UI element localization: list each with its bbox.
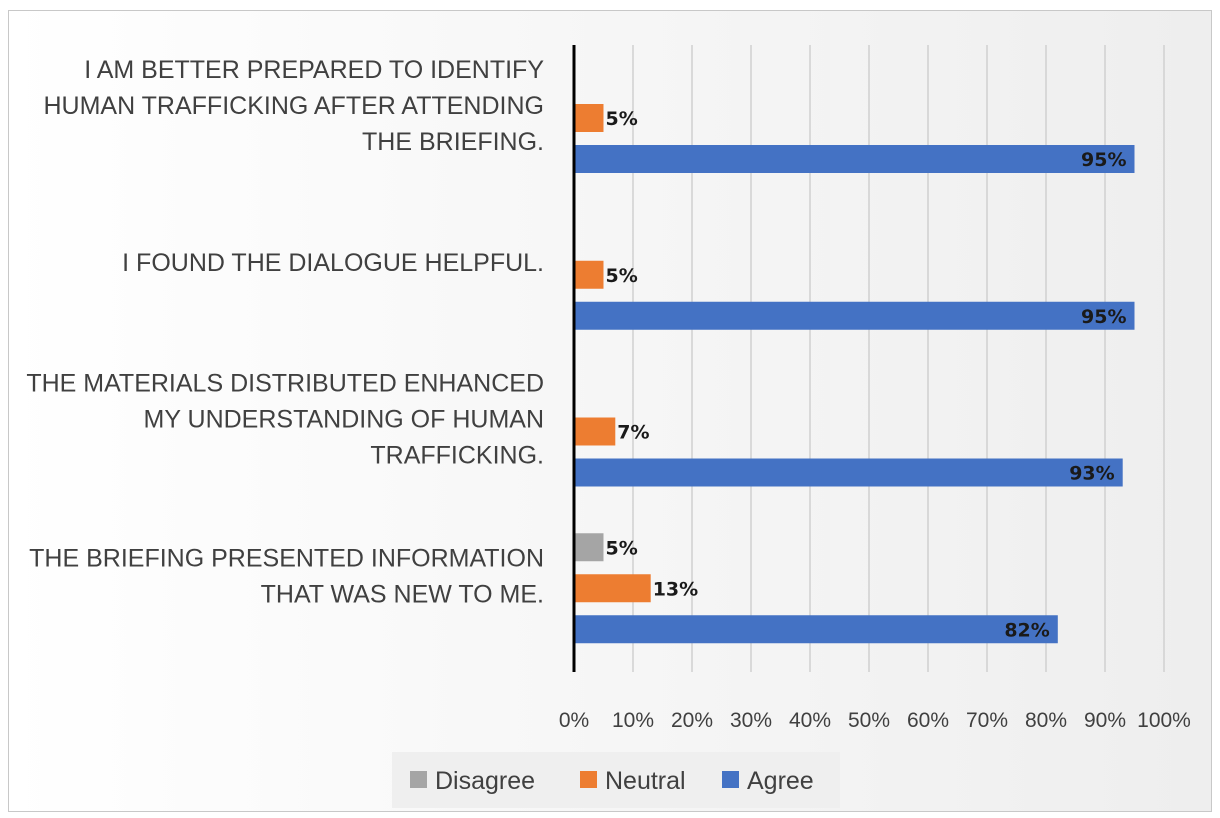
data-label: 82% bbox=[1004, 619, 1049, 641]
legend-swatch bbox=[410, 771, 427, 788]
legend-label: Disagree bbox=[435, 767, 535, 795]
x-tick-label: 40% bbox=[789, 709, 831, 732]
bars bbox=[574, 104, 1135, 644]
x-tick-label: 0% bbox=[559, 709, 589, 732]
category-label: I FOUND THE DIALOGUE HELPFUL. bbox=[122, 249, 544, 277]
x-axis-ticks: 0% 10% 20% 30% 40% 50% 60% 70% 80% 90% 100% bbox=[559, 709, 1191, 732]
category-label: THE MATERIALS DISTRIBUTED ENHANCED bbox=[26, 370, 544, 398]
legend-box bbox=[392, 752, 840, 808]
legend-label: Agree bbox=[747, 767, 814, 795]
data-label: 13% bbox=[653, 578, 698, 600]
data-label: 95% bbox=[1081, 149, 1126, 171]
category-label: TRAFFICKING. bbox=[370, 442, 544, 470]
category-labels: I AM BETTER PREPARED TO IDENTIFY HUMAN TR… bbox=[26, 56, 544, 608]
data-labels: 5% 95% 5% 95% 7% 93% 5% 13% 82% bbox=[606, 108, 1127, 641]
gridlines bbox=[632, 45, 1165, 672]
data-label: 5% bbox=[606, 108, 638, 130]
x-tick-label: 30% bbox=[730, 709, 772, 732]
bar-agree bbox=[574, 615, 1058, 644]
bar-neutral bbox=[574, 104, 604, 132]
x-tick-label: 80% bbox=[1025, 709, 1067, 732]
chart-frame bbox=[8, 10, 1212, 812]
x-tick-label: 70% bbox=[966, 709, 1008, 732]
category-label: MY UNDERSTANDING OF HUMAN bbox=[144, 406, 544, 434]
data-label: 5% bbox=[606, 537, 638, 559]
x-tick-label: 90% bbox=[1084, 709, 1126, 732]
category-label: THE BRIEFING. bbox=[362, 128, 544, 156]
data-label: 95% bbox=[1081, 306, 1126, 328]
category-label: THAT WAS NEW TO ME. bbox=[261, 580, 544, 608]
x-tick-label: 20% bbox=[671, 709, 713, 732]
x-tick-label: 100% bbox=[1137, 709, 1191, 732]
bar-neutral bbox=[574, 574, 651, 603]
bar-neutral bbox=[574, 260, 604, 289]
legend-swatch bbox=[580, 771, 597, 788]
legend-label: Neutral bbox=[605, 767, 686, 795]
category-label: THE BRIEFING PRESENTED INFORMATION bbox=[29, 544, 544, 572]
data-label: 5% bbox=[606, 265, 638, 287]
bar-neutral bbox=[574, 417, 616, 446]
x-tick-label: 10% bbox=[612, 709, 654, 732]
bar-agree bbox=[574, 301, 1135, 330]
bar-agree bbox=[574, 458, 1123, 487]
data-label: 93% bbox=[1069, 463, 1114, 485]
data-label: 7% bbox=[617, 422, 649, 444]
legend: Disagree Neutral Agree bbox=[392, 752, 840, 808]
category-label: HUMAN TRAFFICKING AFTER ATTENDING bbox=[44, 92, 545, 120]
category-label: I AM BETTER PREPARED TO IDENTIFY bbox=[84, 56, 544, 84]
x-tick-label: 60% bbox=[907, 709, 949, 732]
x-tick-label: 50% bbox=[848, 709, 890, 732]
legend-swatch bbox=[722, 771, 739, 788]
bar-agree bbox=[574, 145, 1135, 173]
bar-disagree bbox=[574, 533, 604, 562]
